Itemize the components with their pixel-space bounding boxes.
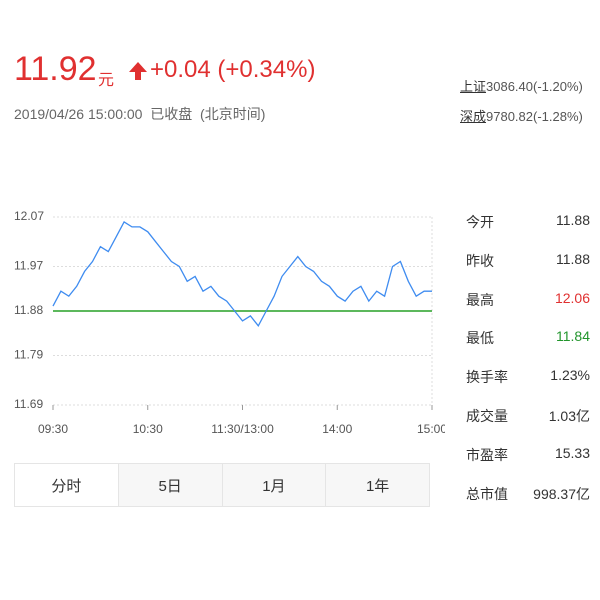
index: 深成9780.82(-1.28%) bbox=[460, 106, 583, 125]
y-tick-label: 12.07 bbox=[14, 209, 44, 223]
stat-row: 今开 11.88 bbox=[466, 212, 590, 232]
change: +0.04 (+0.34%) bbox=[150, 56, 315, 84]
index-quote: 9780.82(-1.28%) bbox=[486, 109, 583, 124]
tab[interactable]: 1月 bbox=[221, 464, 326, 506]
tab[interactable]: 5日 bbox=[117, 464, 222, 506]
stat-label: 换手率 bbox=[466, 369, 508, 386]
stat-label: 今开 bbox=[466, 214, 494, 230]
unit: 元 bbox=[98, 72, 115, 89]
stat-value: 12.06 bbox=[554, 289, 590, 306]
timezone: (北京时间) bbox=[200, 106, 266, 122]
stat-row: 换手率 1.23% bbox=[466, 367, 590, 387]
change-value: +0.04 bbox=[150, 56, 211, 83]
datetime: 2019/04/26 15:00:00 bbox=[14, 106, 143, 122]
stat-label: 总市值 bbox=[466, 485, 508, 502]
stat-label: 昨收 bbox=[466, 252, 494, 269]
stat-row: 成交量 1.03亿 bbox=[466, 406, 590, 426]
x-tick-label: 14:00 bbox=[322, 422, 352, 436]
y-tick-label: 11.97 bbox=[14, 259, 43, 273]
y-tick-label: 11.69 bbox=[14, 397, 43, 411]
datetime-line: 2019/04/26 15:00:00 已收盘 (北京时间) bbox=[14, 104, 265, 124]
stat-value: 11.84 bbox=[556, 328, 590, 345]
stat-label: 成交量 bbox=[466, 408, 508, 424]
stat-value: 1.03亿 bbox=[548, 408, 590, 424]
y-tick-label: 11.88 bbox=[14, 303, 43, 317]
x-tick-label: 11:30/13:00 bbox=[211, 422, 274, 436]
index-name[interactable]: 上证 bbox=[460, 79, 487, 94]
stat-label: 最高 bbox=[466, 291, 494, 308]
index-name[interactable]: 深成 bbox=[460, 109, 487, 124]
stat-row: 昨收 11.88 bbox=[466, 251, 590, 271]
tabs: 分时 5日 1月 1年 bbox=[14, 463, 430, 507]
index-quote: 3086.40(-1.20%) bbox=[486, 79, 583, 94]
x-tick-label: 09:30 bbox=[38, 422, 68, 436]
change-pct: (+0.34%) bbox=[217, 56, 316, 83]
x-tick-label: 15:00 bbox=[417, 422, 445, 436]
tab[interactable]: 分时 bbox=[15, 464, 118, 506]
tab[interactable]: 1年 bbox=[325, 464, 429, 506]
status: 已收盘 bbox=[150, 106, 193, 122]
stat-label: 市盈率 bbox=[466, 446, 508, 463]
stat-value: 998.37亿 bbox=[533, 485, 590, 502]
stat-label: 最低 bbox=[466, 330, 494, 347]
stat-value: 11.88 bbox=[556, 212, 590, 228]
price: 11.92 bbox=[14, 50, 97, 88]
stat-row: 最低 11.84 bbox=[466, 328, 590, 348]
x-tick-label: 10:30 bbox=[133, 422, 163, 436]
stat-row: 市盈率 15.33 bbox=[466, 445, 590, 465]
stat-row: 最高 12.06 bbox=[466, 290, 590, 310]
stat-row: 总市值 998.37亿 bbox=[466, 484, 590, 504]
index: 上证3086.40(-1.20%) bbox=[460, 76, 583, 95]
stat-value: 1.23% bbox=[550, 367, 590, 384]
up-arrow bbox=[129, 62, 147, 80]
stat-value: 11.88 bbox=[556, 250, 590, 267]
y-tick-label: 11.79 bbox=[14, 348, 43, 362]
price-line bbox=[52, 220, 432, 327]
chart: 12.07 11.97 11.88 11.79 11.69 09:30 10:30 11:30… bbox=[14, 209, 445, 436]
stat-value: 15.33 bbox=[554, 444, 590, 461]
